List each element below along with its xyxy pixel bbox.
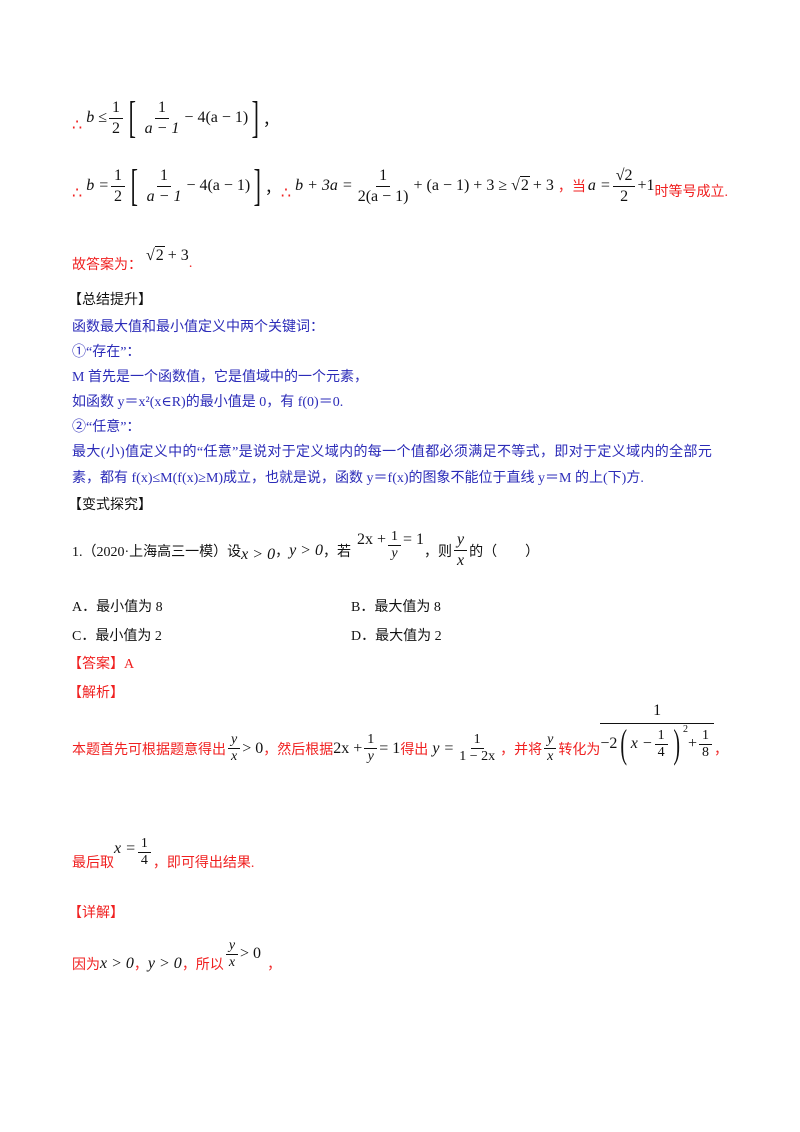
condition-y: y > 0 <box>289 541 323 559</box>
analysis-text-4: ，并将 <box>500 742 543 758</box>
punct: ， <box>275 544 290 560</box>
summary-item-1: ①“存在”： <box>72 345 141 360</box>
option-b[interactable]: B．最大值为 8 <box>351 600 441 615</box>
equation-tail: = 1 <box>379 739 401 757</box>
condition-y: y > 0 <box>147 955 182 972</box>
answer-label: 【答案】A <box>68 657 135 672</box>
punct: . <box>188 256 193 271</box>
math-lhs: b ≤ <box>86 109 107 126</box>
math-plus3: + 3 <box>532 177 554 194</box>
equation-lead: 2x + <box>333 739 363 757</box>
math-lhs2: b + 3a = <box>295 177 353 194</box>
analysis-text-1: 本题首先可根据题意得出 <box>72 742 226 758</box>
therefore-symbol: ∴ <box>72 117 83 134</box>
fraction-a: √2 2 <box>612 166 636 207</box>
math-plus1: +1 <box>637 177 655 194</box>
final-text-1: 最后取 <box>72 856 114 871</box>
detail-text-2: ，所以 <box>181 958 224 973</box>
condition-x: x > 0 <box>100 955 134 972</box>
sqrt-expression: √2 <box>511 176 530 194</box>
final-text-2: ，即可得出结果. <box>152 856 255 871</box>
analysis-label: 【解析】 <box>68 686 124 701</box>
question-suffix: 的（ ） <box>469 544 540 560</box>
left-bracket: [ <box>128 93 136 142</box>
option-a[interactable]: A．最小值为 8 <box>72 600 163 615</box>
punct: ， <box>267 958 282 973</box>
punct: ， <box>264 180 281 197</box>
right-bracket: ] <box>251 93 260 142</box>
math-rest: − 4(a − 1) <box>186 177 251 194</box>
punct: ， <box>133 958 148 973</box>
analysis-text-2: ，然后根据 <box>263 742 334 758</box>
right-bracket: ] <box>253 161 262 210</box>
condition-x: x > 0 <box>241 545 276 563</box>
left-bracket: [ <box>130 161 138 210</box>
analysis-text-3: 得出 <box>400 742 429 758</box>
math-rest: − 4(a − 1) <box>184 109 249 126</box>
math-a-eq: a = <box>587 177 611 194</box>
math-lhs: b = <box>86 177 109 194</box>
summary-item-2-line-1: 最大(小)值定义中的“任意”是说对于定义域内的每一个值都必须满足不等式，即对于定… <box>72 445 713 460</box>
math-gt0: > 0 <box>240 945 262 962</box>
punct: ，则 <box>424 544 453 560</box>
detail-label: 【详解】 <box>68 906 124 921</box>
option-c[interactable]: C．最小值为 2 <box>72 629 162 644</box>
punct: ，若 <box>322 544 351 560</box>
variant-heading: 【变式探究】 <box>68 498 152 513</box>
analysis-text-5: 转化为 <box>558 742 601 758</box>
punct: ， <box>713 742 728 758</box>
summary-intro: 函数最大值和最小值定义中两个关键词： <box>72 320 324 335</box>
punct: ， <box>262 112 279 129</box>
punct: ， <box>557 180 572 195</box>
option-d[interactable]: D．最大值为 2 <box>351 629 442 644</box>
math-gt0: > 0 <box>242 739 264 757</box>
summary-item-2: ②“任意”： <box>72 420 141 435</box>
therefore-symbol: ∴ <box>72 185 83 202</box>
answer-line: 故答案为： √2 + 3 . <box>72 246 192 274</box>
math-plus3: + 3 <box>167 247 189 264</box>
question-prefix: 1.（2020·上海高三一模）设 <box>72 544 242 560</box>
equation-tail: = 1 <box>403 530 425 548</box>
question-1: 1.（2020·上海高三一模）设 x > 0 ， y > 0 ，若 2x + 1… <box>72 529 540 571</box>
summary-item-1-line-1: M 首先是一个函数值，它是值域中的一个元素， <box>72 370 368 385</box>
summary-item-2-line-2: 素，都有 f(x)≤M(f(x)≥M)成立，也就是说，函数 y＝f(x)的图象不… <box>72 471 644 486</box>
math-rest: + (a − 1) + 3 ≥ <box>413 177 508 194</box>
detail-text-1: 因为 <box>72 958 100 973</box>
summary-heading: 【总结提升】 <box>68 293 152 308</box>
equation-lead: 2x + <box>356 530 387 548</box>
fraction-f: 1 2(a − 1) <box>357 166 409 205</box>
math-y-eq: y = <box>432 739 455 757</box>
answer-label: 故答案为： <box>72 258 142 273</box>
text-when: 当 <box>571 180 586 195</box>
math-x-eq: x = <box>114 840 136 857</box>
summary-item-1-line-2: 如函数 y＝x²(x∈R)的最小值是 0，有 f(0)＝0. <box>72 395 344 410</box>
sqrt-expression: √2 <box>146 246 165 264</box>
text-equality-holds: 时等号成立. <box>654 185 729 200</box>
therefore-symbol: ∴ <box>280 185 292 202</box>
